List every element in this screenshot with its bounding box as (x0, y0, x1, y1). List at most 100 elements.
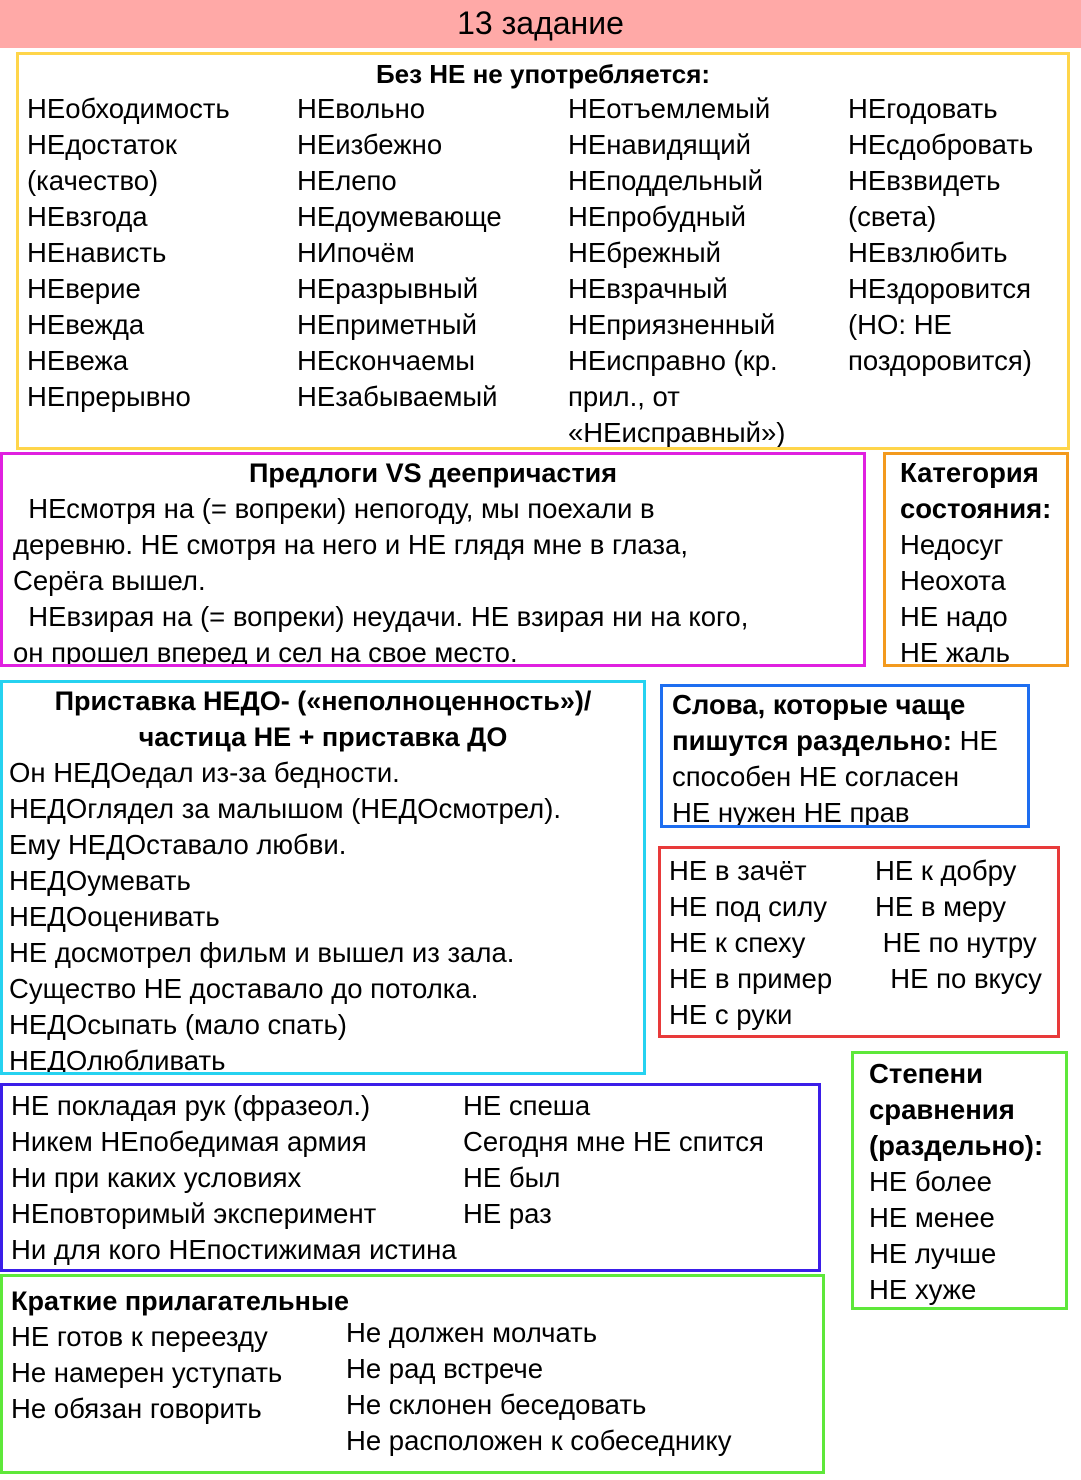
text-line: Приставка НЕДО- («неполноценность»)/ (54, 686, 592, 716)
text-line: Никем НЕпобедимая армия (11, 1126, 367, 1157)
word-column: Не должен молчать Не рад встрече Не склоне… (346, 1315, 731, 1459)
text-line: НЕ в меру (875, 891, 1007, 922)
text-line: НЕ по нутру (875, 927, 1037, 958)
box-title: Приставка НЕДО- («неполноценность»)/ част… (3, 683, 643, 755)
text-line: он прошел вперед и сел на свое место. (13, 637, 518, 667)
text-line: НЕДОумевать (9, 865, 191, 896)
word-list: способен НЕ согласен НЕ нужен НЕ прав (672, 759, 998, 828)
box-title: Категория состояния: (900, 455, 1051, 527)
text-line: НЕ покладая рук (фразеол.) (11, 1090, 371, 1121)
word-column: НЕ готов к переезду Не намерен уступать Не… (11, 1319, 282, 1427)
box-comparison-degrees: Степени сравнения (раздельно): НЕ более НЕ … (851, 1051, 1068, 1310)
text-line: НЕ нужен НЕ прав (672, 797, 910, 828)
text-line: НЕ в зачёт (669, 855, 807, 886)
text-line: (НО: НЕ (848, 309, 952, 340)
text-line: НЕвольно (297, 93, 426, 124)
text-line: Ему НЕДОставало любви. (9, 829, 347, 860)
box-title: Степени сравнения (раздельно): (869, 1056, 1043, 1164)
text-line: НЕскончаемы (297, 345, 476, 376)
box-without-ne: Без НЕ не употребляется: НЕобходимость НЕ… (16, 52, 1070, 450)
text-line: НЕсмотря на (= вопреки) непогоду, мы пое… (13, 493, 655, 524)
text-line: прил., от (568, 381, 680, 412)
text-line: НЕвзлюбить (848, 237, 1008, 268)
text-line: НЕбрежный (568, 237, 721, 268)
text-line: НЕДОлюбливать (9, 1045, 226, 1075)
text-line: НЕлепо (297, 165, 397, 196)
text-line: сравнения (869, 1094, 1015, 1125)
box-short-adjectives: Краткие прилагательные НЕ готов к переез… (0, 1274, 825, 1474)
text-line: НЕизбежно (297, 129, 443, 160)
text-lines: НЕсмотря на (= вопреки) непогоду, мы пое… (13, 491, 749, 667)
text-line: поздоровится) (848, 345, 1032, 376)
word-column: НЕгодовать НЕсдобровать НЕвзвидеть (света) Н… (848, 91, 1033, 379)
text-line: Серёга вышел. (13, 565, 206, 596)
text-line: НЕисправно (кр. (568, 345, 778, 376)
word-list: НЕ более НЕ менее НЕ лучше НЕ хуже (869, 1164, 1043, 1307)
text-line: деревню. НЕ смотря на него и НЕ глядя мн… (13, 529, 688, 560)
word-column: НЕвольно НЕизбежно НЕлепо НЕдоумевающе НИпоч… (297, 91, 502, 415)
text-line: НЕотъемлемый (568, 93, 771, 124)
text-line: Не рад встрече (346, 1353, 544, 1384)
text-line: НЕ к спеху (669, 927, 806, 958)
text-line: Не расположен к собеседнику (346, 1425, 732, 1456)
text-line: «НЕисправный») (568, 417, 786, 448)
text-line: НЕ в пример (669, 963, 833, 994)
text-line: Ни для кого НЕпостижимая истина (11, 1234, 457, 1265)
word-column: НЕ спеша Сегодня мне НЕ спится НЕ был НЕ ра… (463, 1088, 764, 1232)
text-line: НЕсдобровать (848, 129, 1034, 160)
text-line: Недосуг (900, 529, 1004, 560)
text-line: НЕразрывный (297, 273, 479, 304)
text-line: частица НЕ + приставка ДО (138, 722, 508, 752)
text-line: НЕприметный (297, 309, 477, 340)
box-state-category: Категория состояния: Недосуг Неохота НЕ над… (883, 452, 1069, 667)
text-line: НЕ хуже (869, 1274, 977, 1305)
text-line: НЕДОглядел за малышом (НЕДОсмотрел). (9, 793, 561, 824)
box-examples: НЕ покладая рук (фразеол.) Никем НЕпобеди… (0, 1083, 821, 1272)
text-line: Он НЕДОедал из-за бедности. (9, 757, 400, 788)
box-nedo-prefix: Приставка НЕДО- («неполноценность»)/ част… (0, 680, 646, 1075)
text-line: НЕ под силу (669, 891, 828, 922)
word-list: Недосуг Неохота НЕ надо НЕ жаль (900, 527, 1051, 664)
word-column: НЕ к добру НЕ в меру НЕ по нутру НЕ по вк… (875, 853, 1042, 997)
text-line: Не обязан говорить (11, 1393, 262, 1424)
text-line: НЕДОсыпать (мало спать) (9, 1009, 347, 1040)
text-line: НЕ с руки (669, 999, 793, 1030)
text-tail: НЕ (951, 725, 998, 756)
text-line: НЕзабываемый (297, 381, 498, 412)
text-line: НИпочём (297, 237, 415, 268)
text-line: НЕвзирая на (= вопреки) неудачи. НЕ взир… (13, 601, 749, 632)
text-line: Сегодня мне НЕ спится (463, 1126, 764, 1157)
text-line: Ни при каких условиях (11, 1162, 302, 1193)
text-line: НЕнавидящий (568, 129, 751, 160)
text-line: (качество) (27, 165, 159, 196)
page-title: 13 задание (457, 5, 624, 41)
text-line: НЕвзвидеть (848, 165, 1001, 196)
box-title: Предлоги VS деепричастия (248, 458, 618, 488)
text-line: НЕдоумевающе (297, 201, 502, 232)
text-line: НЕверие (27, 273, 141, 304)
text-line: НЕ готов к переезду (11, 1321, 268, 1352)
box-title: Краткие прилагательные (11, 1286, 350, 1316)
text-line: НЕздоровится (848, 273, 1032, 304)
text-line: НЕгодовать (848, 93, 998, 124)
text-line: НЕвежда (27, 309, 145, 340)
text-line: НЕДОоценивать (9, 901, 220, 932)
text-line: НЕ более (869, 1166, 992, 1197)
text-line: НЕ лучше (869, 1238, 997, 1269)
text-line: Не намерен уступать (11, 1357, 283, 1388)
text-lines: Он НЕДОедал из-за бедности. НЕДОглядел за… (9, 755, 561, 1075)
text-line: (света) (848, 201, 937, 232)
box-adverbial-phrases: НЕ в зачёт НЕ под силу НЕ к спеху НЕ в прим… (658, 846, 1060, 1038)
box-title: Без НЕ не употребляется: (375, 59, 711, 89)
word-column: НЕ покладая рук (фразеол.) Никем НЕпобеди… (11, 1088, 457, 1268)
text-line: Категория (900, 457, 1039, 488)
text-line: НЕ спеша (463, 1090, 591, 1121)
text-line: НЕ к добру (875, 855, 1017, 886)
text-line: состояния: (900, 493, 1052, 524)
text-line: (раздельно): (869, 1130, 1044, 1161)
text-line: Степени (869, 1058, 984, 1089)
text-line: НЕ был (463, 1162, 561, 1193)
text-line: НЕ по вкусу (875, 963, 1042, 994)
text-line: НЕвзрачный (568, 273, 728, 304)
text-line: НЕдостаток (27, 129, 177, 160)
